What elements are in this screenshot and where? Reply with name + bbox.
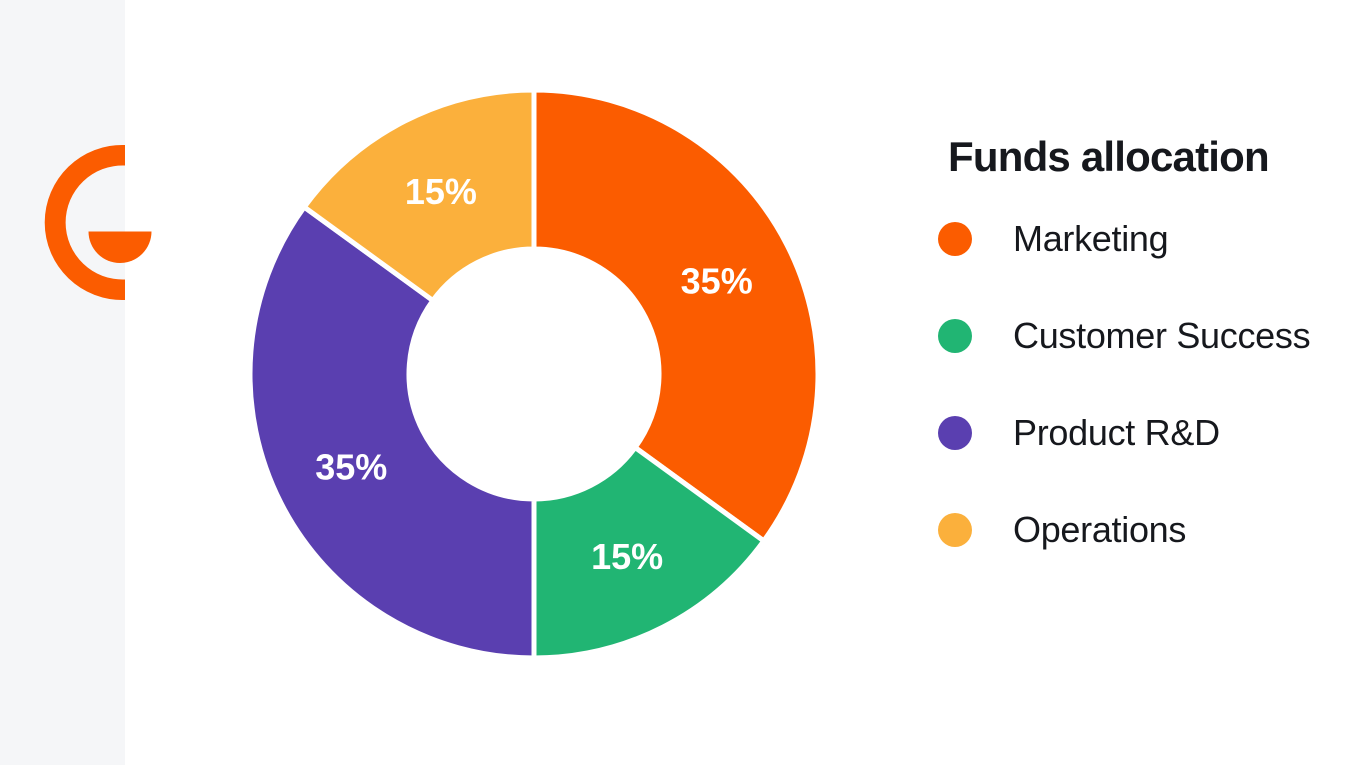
segment-percentage-label-customer-success: 15% bbox=[591, 536, 663, 577]
pie-segment-marketing bbox=[531, 87, 821, 545]
chart-title: Funds allocation bbox=[948, 133, 1270, 180]
segment-percentage-label-product-r-d: 35% bbox=[315, 447, 387, 488]
legend-dot-product-rd bbox=[938, 416, 972, 450]
segment-percentage-label-operations: 15% bbox=[405, 171, 477, 212]
left-sidebar bbox=[0, 0, 125, 765]
legend-label: Operations bbox=[1013, 509, 1187, 550]
segment-percentage-label-marketing: 35% bbox=[681, 260, 753, 301]
legend-item-operations: Operations bbox=[938, 509, 1310, 550]
legend-label: Customer Success bbox=[1013, 315, 1311, 356]
pie-segment-product-r-d bbox=[247, 203, 537, 661]
pie-segment-customer-success bbox=[531, 443, 768, 661]
legend-dot-marketing bbox=[938, 222, 972, 256]
pie-segment-operations bbox=[300, 87, 537, 305]
legend-dot-operations bbox=[938, 513, 972, 547]
chart-legend: Marketing Customer Success Product R&D O… bbox=[938, 218, 1311, 609]
legend-item-marketing: Marketing bbox=[938, 218, 1310, 259]
legend-label: Marketing bbox=[1013, 218, 1169, 259]
legend-dot-customer-success bbox=[938, 319, 972, 353]
legend-item-customer-success: Customer Success bbox=[938, 315, 1311, 356]
legend-item-product-rd: Product R&D bbox=[938, 412, 1310, 453]
legend-label: Product R&D bbox=[1013, 412, 1220, 453]
